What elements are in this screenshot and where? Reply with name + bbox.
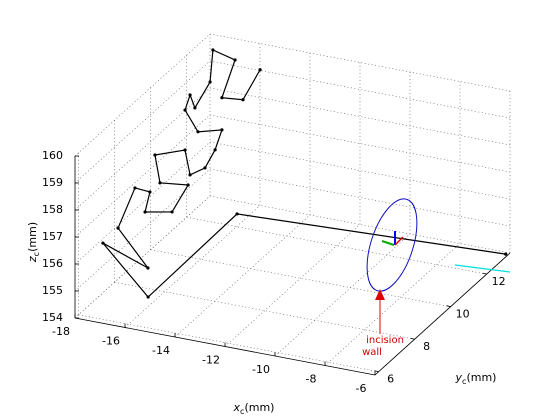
label-var: z [26, 256, 39, 263]
y-tick-label: 6 [387, 373, 394, 386]
point [504, 252, 508, 256]
point [213, 148, 217, 152]
frame-red [394, 236, 404, 246]
point [183, 148, 187, 152]
x-tick-label: -8 [306, 373, 317, 386]
y-tick-label: 10 [456, 308, 470, 321]
point [170, 210, 174, 214]
y-tick [410, 337, 415, 340]
point [116, 226, 120, 230]
grid-line [186, 216, 487, 275]
point [158, 181, 162, 185]
point [133, 186, 137, 190]
point [188, 93, 192, 97]
grid-line [78, 314, 379, 373]
point [203, 166, 207, 170]
point [148, 190, 152, 194]
point [241, 98, 245, 102]
point [101, 241, 105, 245]
y-tick-label: 8 [423, 340, 430, 353]
point [235, 212, 239, 216]
point [220, 96, 224, 100]
label-sub: c [240, 407, 244, 416]
annotation: wall [362, 347, 382, 358]
point [146, 266, 150, 270]
y-axis-label: yc(mm) [455, 371, 497, 386]
y-tick [374, 370, 379, 373]
label-unit: (mm) [26, 222, 39, 252]
y-axis [374, 252, 511, 376]
z-tick-label: 157 [42, 230, 63, 243]
annotation: incision [366, 335, 404, 346]
z-axis-label: zc(mm) [26, 222, 41, 263]
point [258, 68, 262, 72]
point [193, 106, 197, 110]
x-tick-label: -10 [252, 363, 270, 376]
grid-line [74, 60, 211, 184]
point [211, 48, 215, 52]
marks [101, 48, 508, 299]
grid-line [74, 195, 211, 319]
point [233, 58, 237, 62]
z-tick-label: 155 [42, 284, 63, 297]
point [146, 295, 150, 299]
y-tick [446, 305, 451, 308]
grid-line [174, 214, 311, 338]
point [186, 183, 190, 187]
axes: -18 -16 -14 -12 -10 -8 -6 6 8 10 12 154 155 156 157 158… [42, 149, 511, 395]
cyan-line [454, 264, 511, 273]
grid-line [74, 141, 211, 265]
x-tick-label: -12 [202, 354, 220, 367]
point [196, 130, 200, 134]
grid-line [74, 87, 211, 211]
label-unit: (mm) [244, 401, 274, 414]
z-tick-label: 160 [42, 149, 63, 162]
z-tick-label: 158 [42, 203, 63, 216]
arrow-head [375, 289, 385, 300]
x-tick-label: -14 [152, 344, 170, 357]
y-tick [482, 272, 487, 275]
y-tick-label: 12 [492, 275, 506, 288]
label-var: x [233, 401, 241, 414]
point [183, 108, 187, 112]
z-tick-label: 159 [42, 176, 63, 189]
x-tick-label: -6 [356, 382, 367, 395]
label-unit: (mm) [466, 371, 496, 384]
point [220, 128, 224, 132]
x-tick-label: -16 [102, 335, 120, 348]
label-sub: c [462, 377, 466, 386]
frame-green [381, 240, 395, 246]
z-tick-label: 154 [42, 311, 63, 324]
label-sub: c [32, 252, 41, 256]
point [143, 210, 147, 214]
point [153, 153, 157, 157]
grid [74, 33, 511, 376]
grid-line [74, 168, 211, 292]
x-tick-label: -18 [52, 325, 70, 338]
label-var: y [455, 371, 463, 384]
z-tick-label: 156 [42, 257, 63, 270]
x-axis-label: xc(mm) [233, 401, 275, 416]
point [208, 80, 212, 84]
trajectory [102, 49, 506, 298]
point [188, 173, 192, 177]
ellipse [366, 198, 418, 292]
